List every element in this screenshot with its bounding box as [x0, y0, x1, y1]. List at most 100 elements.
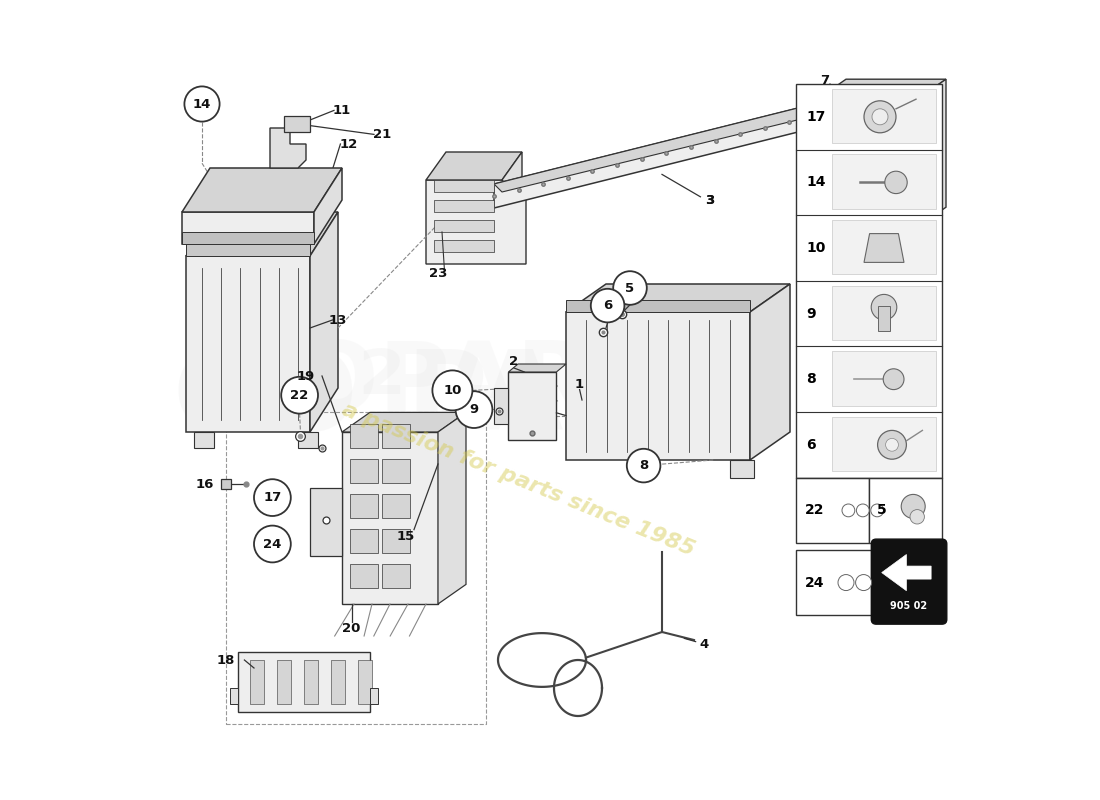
Polygon shape — [230, 688, 238, 704]
Polygon shape — [304, 660, 318, 704]
Bar — [833, 286, 936, 340]
Circle shape — [864, 101, 896, 133]
Circle shape — [856, 574, 871, 590]
Text: 19: 19 — [297, 370, 315, 382]
Polygon shape — [730, 460, 754, 478]
Polygon shape — [370, 688, 378, 704]
Circle shape — [886, 438, 899, 451]
Polygon shape — [382, 494, 410, 518]
Polygon shape — [314, 168, 342, 244]
Text: 15: 15 — [397, 530, 415, 542]
Text: 23: 23 — [429, 267, 448, 280]
Circle shape — [871, 504, 883, 517]
Circle shape — [883, 369, 904, 390]
Bar — [833, 351, 936, 406]
Text: 24: 24 — [263, 538, 282, 550]
Text: 2: 2 — [509, 355, 518, 368]
Circle shape — [432, 370, 472, 410]
Circle shape — [910, 510, 924, 524]
Text: 6: 6 — [806, 438, 815, 452]
Circle shape — [627, 449, 660, 482]
Circle shape — [857, 504, 869, 517]
Circle shape — [591, 289, 625, 322]
Bar — [796, 478, 869, 543]
Text: 905 02: 905 02 — [891, 601, 927, 610]
Text: 17: 17 — [263, 491, 282, 504]
Polygon shape — [277, 660, 292, 704]
Polygon shape — [350, 424, 378, 448]
Bar — [833, 154, 936, 209]
Text: 5: 5 — [626, 282, 635, 294]
Polygon shape — [426, 152, 522, 180]
Polygon shape — [358, 660, 373, 704]
Text: 9: 9 — [470, 403, 478, 416]
Circle shape — [872, 109, 888, 125]
Text: 18: 18 — [217, 654, 235, 666]
Polygon shape — [438, 413, 466, 604]
Polygon shape — [822, 96, 922, 224]
Polygon shape — [270, 128, 306, 168]
Polygon shape — [186, 244, 310, 256]
Text: 17: 17 — [806, 110, 825, 124]
Text: 22: 22 — [290, 389, 309, 402]
Text: 24: 24 — [804, 575, 824, 590]
Polygon shape — [494, 388, 508, 424]
Text: 6: 6 — [603, 299, 613, 312]
Bar — [879, 306, 890, 331]
Polygon shape — [285, 116, 310, 132]
Polygon shape — [298, 432, 318, 448]
Polygon shape — [310, 212, 338, 432]
Polygon shape — [434, 200, 494, 212]
Text: 20: 20 — [342, 622, 361, 634]
Text: GOPARTS: GOPARTS — [217, 338, 724, 430]
Polygon shape — [331, 660, 345, 704]
Circle shape — [878, 430, 906, 459]
Circle shape — [185, 86, 220, 122]
Bar — [833, 417, 936, 471]
Text: 3: 3 — [705, 194, 715, 206]
Polygon shape — [922, 79, 946, 224]
Text: 22: 22 — [804, 503, 824, 518]
Bar — [833, 89, 936, 143]
Text: 8: 8 — [639, 459, 648, 472]
Polygon shape — [350, 564, 378, 588]
Circle shape — [282, 377, 318, 414]
Text: 8: 8 — [806, 372, 816, 386]
Text: 5: 5 — [877, 503, 887, 518]
Text: 1: 1 — [575, 378, 584, 390]
Polygon shape — [382, 424, 410, 448]
Polygon shape — [426, 180, 526, 264]
Circle shape — [613, 271, 647, 305]
Polygon shape — [382, 459, 410, 483]
Text: GO²PARTS: GO²PARTS — [172, 346, 800, 454]
Polygon shape — [382, 564, 410, 588]
Polygon shape — [182, 168, 342, 212]
Polygon shape — [822, 79, 946, 96]
Text: 21: 21 — [373, 128, 392, 141]
Circle shape — [254, 479, 290, 516]
Bar — [869, 478, 942, 543]
Circle shape — [838, 574, 854, 590]
Text: 10: 10 — [806, 241, 825, 255]
Circle shape — [901, 494, 925, 518]
Polygon shape — [342, 413, 466, 432]
Polygon shape — [830, 108, 914, 212]
Polygon shape — [508, 372, 557, 440]
Text: 11: 11 — [333, 104, 351, 117]
Polygon shape — [342, 432, 438, 604]
Polygon shape — [350, 529, 378, 553]
Bar — [796, 84, 942, 478]
Polygon shape — [434, 180, 494, 192]
Polygon shape — [882, 554, 931, 590]
Circle shape — [871, 294, 896, 320]
Text: 10: 10 — [443, 384, 462, 397]
Polygon shape — [194, 432, 214, 448]
Polygon shape — [494, 104, 830, 192]
Circle shape — [842, 504, 855, 517]
Polygon shape — [566, 312, 750, 460]
Polygon shape — [434, 220, 494, 232]
Polygon shape — [250, 660, 264, 704]
FancyBboxPatch shape — [871, 539, 947, 624]
Polygon shape — [186, 256, 310, 432]
Polygon shape — [864, 234, 904, 262]
